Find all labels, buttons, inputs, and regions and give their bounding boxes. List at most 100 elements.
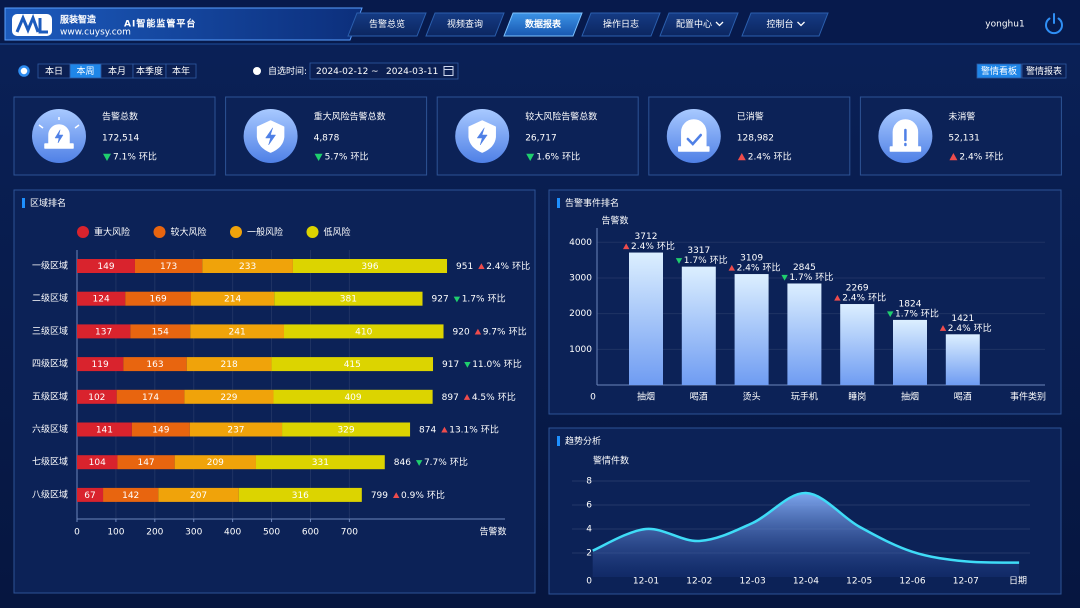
- app-title: AI智能监管平台: [124, 18, 196, 30]
- x-tick-label: 500: [263, 528, 280, 538]
- panel-title: 趋势分析: [565, 435, 601, 447]
- period-label: 本季度: [136, 65, 163, 77]
- segment-label: 409: [344, 393, 361, 403]
- legend-swatch: [153, 226, 166, 238]
- value-label: 1824: [899, 299, 922, 309]
- x-axis-label: 日期: [1009, 576, 1027, 587]
- segment-label: 137: [95, 327, 112, 337]
- segment-label: 214: [224, 295, 241, 305]
- trend-arrow: [623, 243, 630, 250]
- trend-arrow: [781, 274, 788, 281]
- total-label: 846: [394, 458, 411, 468]
- nav-tab[interactable]: [581, 12, 661, 37]
- calendar-icon: [443, 66, 454, 76]
- date-end: 2024-03-11: [386, 67, 438, 77]
- change-suffix: 环比: [504, 358, 522, 370]
- change-suffix: 环比: [481, 424, 499, 436]
- trend-arrow: [887, 311, 894, 318]
- nav-tab[interactable]: [347, 12, 427, 37]
- radio-custom[interactable]: [253, 67, 261, 75]
- bar-segment: [131, 422, 190, 437]
- bar: [787, 283, 822, 385]
- legend-swatch: [230, 226, 242, 238]
- trend-arrow: [474, 328, 482, 335]
- kpi-value: 172,514: [102, 134, 139, 144]
- trend-arrow: [441, 426, 448, 433]
- logo-plate: [4, 7, 363, 41]
- y-tick-label: 六级区域: [32, 423, 68, 435]
- nav-tab[interactable]: [741, 12, 829, 37]
- legend-swatch: [306, 226, 319, 238]
- segment-label: 163: [146, 360, 163, 370]
- y-tick-label: 四级区域: [32, 358, 68, 370]
- change-value: 2.4%: [737, 264, 760, 274]
- trend-arrow: [675, 258, 683, 264]
- period-button[interactable]: [165, 63, 197, 79]
- nav-tab[interactable]: [503, 12, 583, 37]
- segment-label: 233: [239, 262, 256, 272]
- view-button[interactable]: [1021, 63, 1067, 79]
- trend-arrow: [463, 394, 471, 400]
- segment-label: 124: [93, 295, 110, 305]
- segment-label: 229: [220, 393, 237, 403]
- x-tick-label: 睡岗: [848, 391, 866, 403]
- segment-label: 141: [96, 426, 113, 436]
- date-start: 2024-02-12: [316, 67, 368, 77]
- bar-segment: [116, 389, 185, 404]
- legend-label: 较大风险: [171, 226, 207, 238]
- bar: [945, 334, 980, 385]
- segment-label: 209: [207, 458, 224, 468]
- kpi-icon-glyph: [686, 133, 703, 146]
- change-suffix: 环比: [488, 293, 506, 305]
- nav-label: 控制台: [766, 18, 793, 30]
- logo-mark: [15, 13, 48, 34]
- y-tick-label: 五级区域: [32, 390, 68, 402]
- segment-label: 218: [221, 360, 238, 370]
- power-button[interactable]: [1045, 13, 1063, 35]
- nav-tab[interactable]: [425, 12, 505, 37]
- x-tick-label: 喝酒: [954, 392, 972, 403]
- bar-segment: [184, 389, 274, 404]
- user-name: yonghu1: [985, 20, 1024, 30]
- segment-label: 410: [355, 327, 372, 337]
- trend-arrow: [834, 294, 841, 301]
- trend-arrow: [526, 153, 535, 161]
- x-tick-label: 12-07: [953, 577, 979, 587]
- radio-period[interactable]: [18, 65, 30, 77]
- period-label: 本年: [172, 65, 190, 77]
- change-value: 2.4%: [948, 324, 971, 334]
- x-tick-label: 喝酒: [690, 392, 708, 403]
- date-box[interactable]: [309, 62, 459, 80]
- kpi-label: 重大风险告警总数: [314, 111, 386, 123]
- change-suffix: 环比: [427, 489, 445, 501]
- change-value: 7.1%: [113, 153, 136, 163]
- trend-arrow: [939, 325, 947, 331]
- segment-label: 119: [92, 360, 109, 370]
- bar-segment: [134, 259, 203, 273]
- y-tick-label: 0: [590, 393, 596, 403]
- nav-tab[interactable]: [659, 12, 739, 37]
- view-button[interactable]: [976, 63, 1022, 79]
- nav-label: 视频查询: [447, 18, 483, 30]
- trend-arrow: [478, 263, 485, 270]
- bar-segment: [292, 259, 448, 273]
- bar-segment: [117, 455, 175, 470]
- bar-segment: [158, 487, 239, 502]
- x-tick-label: 400: [224, 528, 241, 538]
- change-suffix: 环比: [498, 391, 516, 403]
- bar-segment: [77, 389, 117, 404]
- segment-label: 173: [160, 262, 177, 272]
- x-tick-label: 600: [302, 528, 319, 538]
- period-label: 本日: [45, 65, 63, 77]
- change-suffix: 环比: [710, 254, 728, 266]
- x-tick-label: 玩手机: [791, 391, 818, 403]
- kpi-icon-glyph: [265, 127, 277, 146]
- y-tick-label: 0: [586, 577, 592, 587]
- total-label: 897: [442, 393, 459, 403]
- x-tick-label: 抽烟: [637, 391, 655, 403]
- bar-segment: [77, 259, 135, 273]
- y-tick-label: 8: [586, 477, 592, 487]
- trend-arrow: [415, 460, 423, 466]
- x-axis-label: 事件类别: [1010, 391, 1046, 403]
- legend-label: 低风险: [324, 226, 351, 238]
